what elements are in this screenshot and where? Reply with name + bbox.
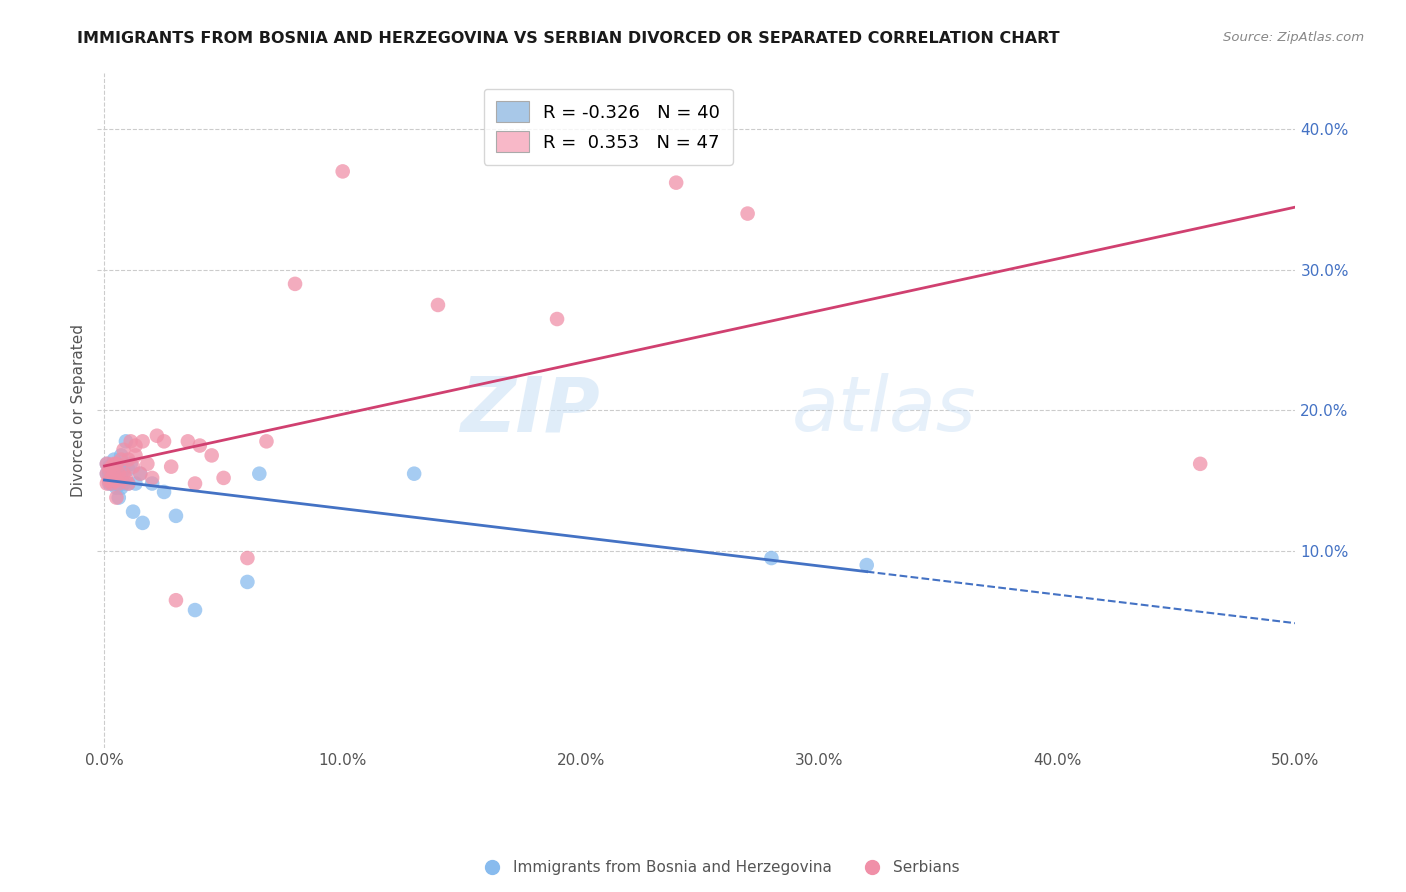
Point bbox=[761, 551, 783, 566]
Point bbox=[236, 574, 259, 589]
Point bbox=[153, 434, 176, 449]
Point bbox=[96, 467, 118, 481]
Point bbox=[100, 467, 122, 481]
Point bbox=[146, 428, 169, 442]
Point bbox=[96, 457, 118, 471]
Point bbox=[107, 467, 129, 481]
Point bbox=[110, 471, 132, 485]
Text: Source: ZipAtlas.com: Source: ZipAtlas.com bbox=[1223, 31, 1364, 45]
Point bbox=[404, 467, 426, 481]
Point bbox=[122, 505, 145, 519]
Text: Serbians: Serbians bbox=[893, 860, 959, 874]
Point bbox=[184, 476, 207, 491]
Point bbox=[107, 491, 129, 505]
Point bbox=[112, 467, 135, 481]
Point bbox=[177, 434, 200, 449]
Point bbox=[100, 476, 122, 491]
Point bbox=[136, 457, 159, 471]
Point bbox=[124, 439, 146, 453]
Point bbox=[98, 467, 121, 481]
Point bbox=[98, 459, 121, 474]
Point bbox=[96, 476, 118, 491]
Point bbox=[103, 462, 125, 476]
Point bbox=[120, 434, 142, 449]
Point bbox=[105, 457, 128, 471]
Point bbox=[107, 459, 129, 474]
Point bbox=[665, 176, 688, 190]
Text: Immigrants from Bosnia and Herzegovina: Immigrants from Bosnia and Herzegovina bbox=[513, 860, 832, 874]
Point bbox=[236, 551, 259, 566]
Point bbox=[105, 481, 128, 495]
Point bbox=[103, 471, 125, 485]
Point bbox=[426, 298, 449, 312]
Point bbox=[122, 459, 145, 474]
Point bbox=[165, 593, 187, 607]
Point bbox=[153, 485, 176, 500]
Point bbox=[129, 467, 152, 481]
Point bbox=[98, 474, 121, 488]
Point bbox=[201, 449, 224, 463]
Point bbox=[103, 457, 125, 471]
Point bbox=[103, 467, 125, 481]
Point bbox=[100, 459, 122, 474]
Point bbox=[105, 457, 128, 471]
Point bbox=[129, 467, 152, 481]
Point bbox=[117, 462, 139, 476]
Point bbox=[546, 312, 568, 326]
Point bbox=[124, 476, 146, 491]
Point bbox=[117, 452, 139, 467]
Y-axis label: Divorced or Separated: Divorced or Separated bbox=[72, 324, 86, 497]
Point bbox=[141, 476, 163, 491]
Legend: R = -0.326   N = 40, R =  0.353   N = 47: R = -0.326 N = 40, R = 0.353 N = 47 bbox=[484, 89, 733, 165]
Point bbox=[131, 434, 153, 449]
Point bbox=[160, 459, 183, 474]
Text: IMMIGRANTS FROM BOSNIA AND HERZEGOVINA VS SERBIAN DIVORCED OR SEPARATED CORRELAT: IMMIGRANTS FROM BOSNIA AND HERZEGOVINA V… bbox=[77, 31, 1060, 46]
Point bbox=[188, 439, 211, 453]
Point bbox=[112, 442, 135, 457]
Point bbox=[247, 467, 270, 481]
Point bbox=[737, 206, 759, 220]
Point bbox=[117, 476, 139, 491]
Point bbox=[110, 481, 132, 495]
Point bbox=[105, 476, 128, 491]
Point bbox=[141, 471, 163, 485]
Point bbox=[120, 457, 142, 471]
Point bbox=[855, 558, 877, 572]
Point bbox=[131, 516, 153, 530]
Point bbox=[332, 164, 354, 178]
Point bbox=[100, 476, 122, 491]
Point bbox=[117, 476, 139, 491]
Point bbox=[96, 457, 118, 471]
Point bbox=[110, 449, 132, 463]
Point bbox=[124, 449, 146, 463]
Point bbox=[100, 471, 122, 485]
Point bbox=[107, 471, 129, 485]
Point bbox=[105, 467, 128, 481]
Point bbox=[100, 474, 122, 488]
Point bbox=[98, 476, 121, 491]
Point bbox=[105, 491, 128, 505]
Point bbox=[115, 434, 138, 449]
Point bbox=[165, 508, 187, 523]
Point bbox=[115, 471, 138, 485]
Point bbox=[284, 277, 307, 291]
Point bbox=[256, 434, 278, 449]
Point bbox=[1189, 457, 1212, 471]
Point bbox=[112, 476, 135, 491]
Text: ZIP: ZIP bbox=[461, 374, 600, 448]
Point bbox=[110, 452, 132, 467]
Point bbox=[112, 462, 135, 476]
Point bbox=[184, 603, 207, 617]
Text: atlas: atlas bbox=[792, 374, 977, 448]
Point bbox=[107, 476, 129, 491]
Point bbox=[96, 467, 118, 481]
Point bbox=[103, 452, 125, 467]
Point bbox=[212, 471, 235, 485]
Point bbox=[98, 462, 121, 476]
Point bbox=[105, 474, 128, 488]
